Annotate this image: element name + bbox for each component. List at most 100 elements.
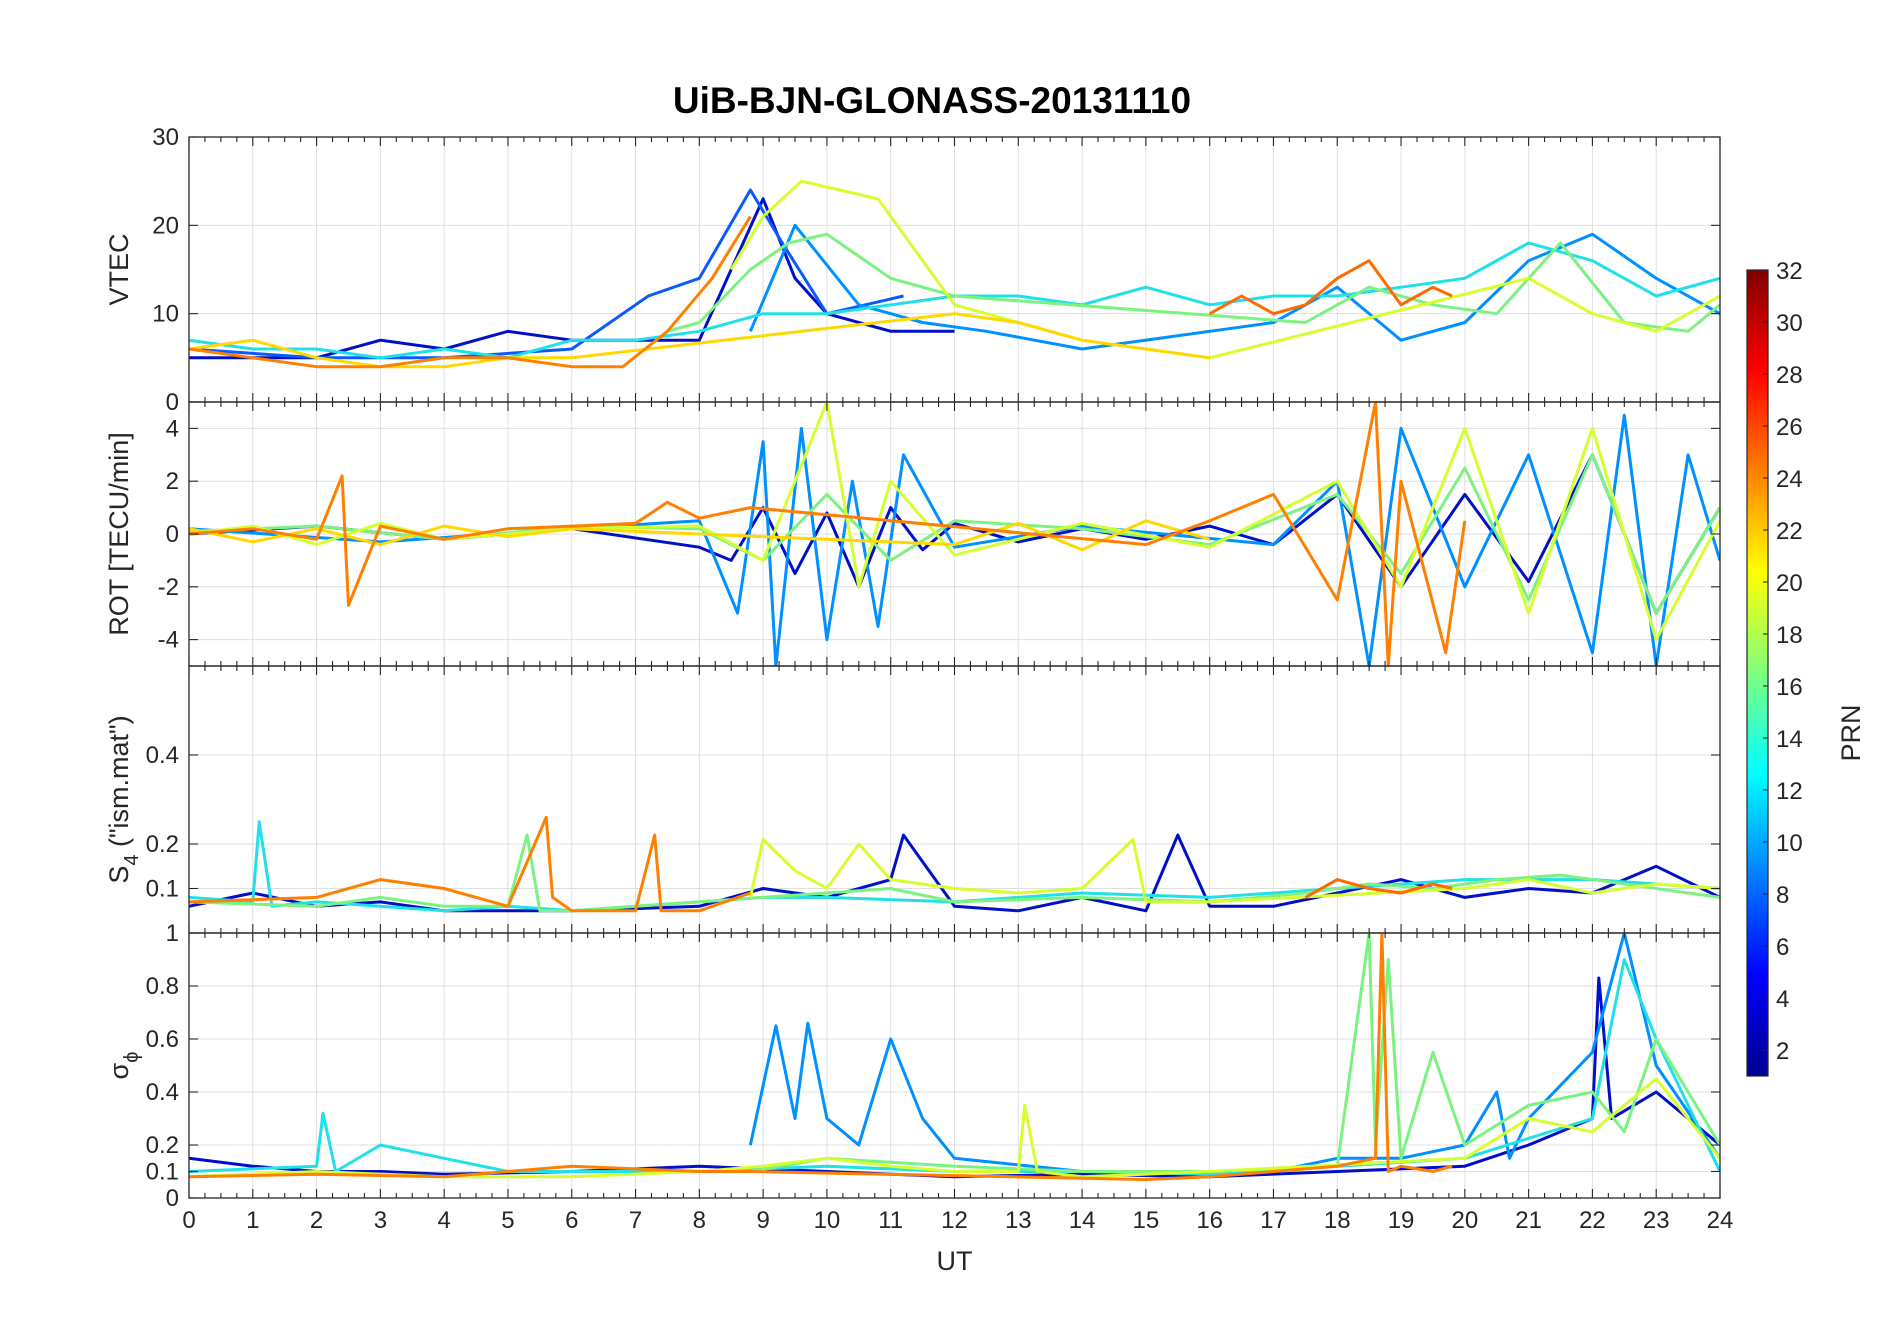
y-axis-label-sub: 4 [121,855,143,866]
axes-frame [188,932,1721,1199]
y-axis-label: ROT [TECU/min] [104,432,134,636]
series-line-prn-2 [189,453,1720,615]
y-tick-label: 0.4 [146,742,179,769]
colorbar-tick-label: 26 [1776,414,1803,441]
chart-title: UiB-BJN-GLONASS-20131110 [673,80,1191,121]
series-line-prn-21 [189,312,1210,369]
x-tick-label: 10 [814,1207,841,1234]
colorbar-tick-label: 18 [1776,622,1803,649]
colorbar-tick-label: 30 [1776,310,1803,337]
y-tick-label: 20 [152,212,179,239]
x-tick-label: 15 [1133,1207,1160,1234]
colorbar-tick-label: 12 [1776,778,1803,805]
series-line-prn-24 [189,933,1453,1181]
x-tick-label: 8 [693,1207,706,1234]
series-line-prn-24 [189,215,752,369]
x-tick-label: 21 [1515,1207,1542,1234]
series-group [189,815,1720,913]
x-tick-label: 13 [1005,1207,1032,1234]
y-tick-label: 0.4 [146,1079,179,1106]
x-tick-label: 18 [1324,1207,1351,1234]
x-tick-label: 1 [246,1207,259,1234]
y-tick-label: -4 [158,627,179,654]
y-tick-label: 4 [166,415,179,442]
series-line-prn-9 [749,223,1720,351]
x-tick-label: 22 [1579,1207,1606,1234]
series-line-prn-25 [1208,259,1453,316]
series-group [189,402,1720,666]
x-tick-label: 19 [1388,1207,1415,1234]
y-axis-label: VTEC [104,233,134,305]
y-tick-label: 0.8 [146,973,179,1000]
y-tick-label: 0.6 [146,1026,179,1053]
x-tick-label: 2 [310,1207,323,1234]
x-tick-label: 3 [374,1207,387,1234]
series-line-prn-16 [189,833,1720,913]
series-line-prn-19 [189,1077,1720,1179]
series-line-prn-2 [189,976,1720,1179]
series-line-prn-9 [189,413,1720,666]
x-tick-label: 4 [437,1207,450,1234]
x-tick-label: 24 [1707,1207,1734,1234]
series-line-prn-25 [1304,878,1453,899]
x-tick-label: 20 [1451,1207,1478,1234]
panel-vtec: 0 10 20 30 VTEC [104,124,1721,416]
y-tick-label: 0.2 [146,1132,179,1159]
colorbar-tick-label: 32 [1776,258,1803,285]
panel-s4: 0.1 0.2 0.4 S4 ("ism.mat") [104,665,1721,934]
x-tick-label: 9 [756,1207,769,1234]
y-axis-label-main: σ [104,1062,134,1079]
series-line-prn-16 [667,232,1720,333]
x-tick-label: 0 [182,1207,195,1234]
colorbar-tick-label: 28 [1776,362,1803,389]
colorbar-tick-label: 10 [1776,830,1803,857]
colorbar-label: PRN [1836,704,1866,761]
series-line-prn-16 [750,933,1720,1173]
y-tick-label: 2 [166,468,179,495]
x-tick-label: 12 [941,1207,968,1234]
colorbar-tick-label: 16 [1776,674,1803,701]
y-tick-label: 1 [166,920,179,947]
y-tick-label: 0.1 [146,876,179,903]
x-axis-label: UT [937,1246,973,1276]
y-tick-label: 10 [152,301,179,328]
y-axis-label: σϕ [104,1052,143,1080]
y-tick-label: 0.2 [146,831,179,858]
y-tick-label: 0 [166,521,179,548]
colorbar-tick-label: 14 [1776,726,1803,753]
y-tick-label: 30 [152,124,179,151]
colorbar-gradient [1746,269,1769,1077]
series-line-prn-19 [189,402,1720,642]
colorbar-tick-label: 22 [1776,518,1803,545]
x-tick-label: 16 [1196,1207,1223,1234]
series-line-prn-9 [748,933,1720,1173]
series-group [189,933,1720,1181]
y-axis-label-rest: ("ism.mat") [104,715,134,854]
y-tick-label: 0 [166,1185,179,1212]
y-axis-label-sub: ϕ [121,1052,143,1063]
series-group [189,179,1720,369]
x-tick-label: 17 [1260,1207,1287,1234]
x-tick-label: 5 [501,1207,514,1234]
x-tick-label: 11 [878,1207,903,1234]
series-line-prn-24 [189,402,1467,666]
y-tick-label: -2 [158,574,179,601]
colorbar-tick-label: 8 [1776,882,1789,909]
series-line-prn-12 [189,241,1720,360]
x-tick-label: 23 [1643,1207,1670,1234]
x-tick-label: 14 [1069,1207,1096,1234]
colorbar-tick-label: 2 [1776,1038,1789,1065]
colorbar-tick-label: 4 [1776,986,1789,1013]
colorbar-tick-label: 6 [1776,934,1789,961]
x-tick-label: 7 [629,1207,642,1234]
colorbar-tick-label: 24 [1776,466,1803,493]
y-axis-label-main: S [104,866,134,884]
y-tick-label: 0.1 [146,1159,179,1186]
series-line-prn-21 [189,519,1211,552]
panel-rot: -4 -2 0 2 4 ROT [TECU/min] [104,401,1721,667]
series-line-prn-24 [189,815,751,913]
